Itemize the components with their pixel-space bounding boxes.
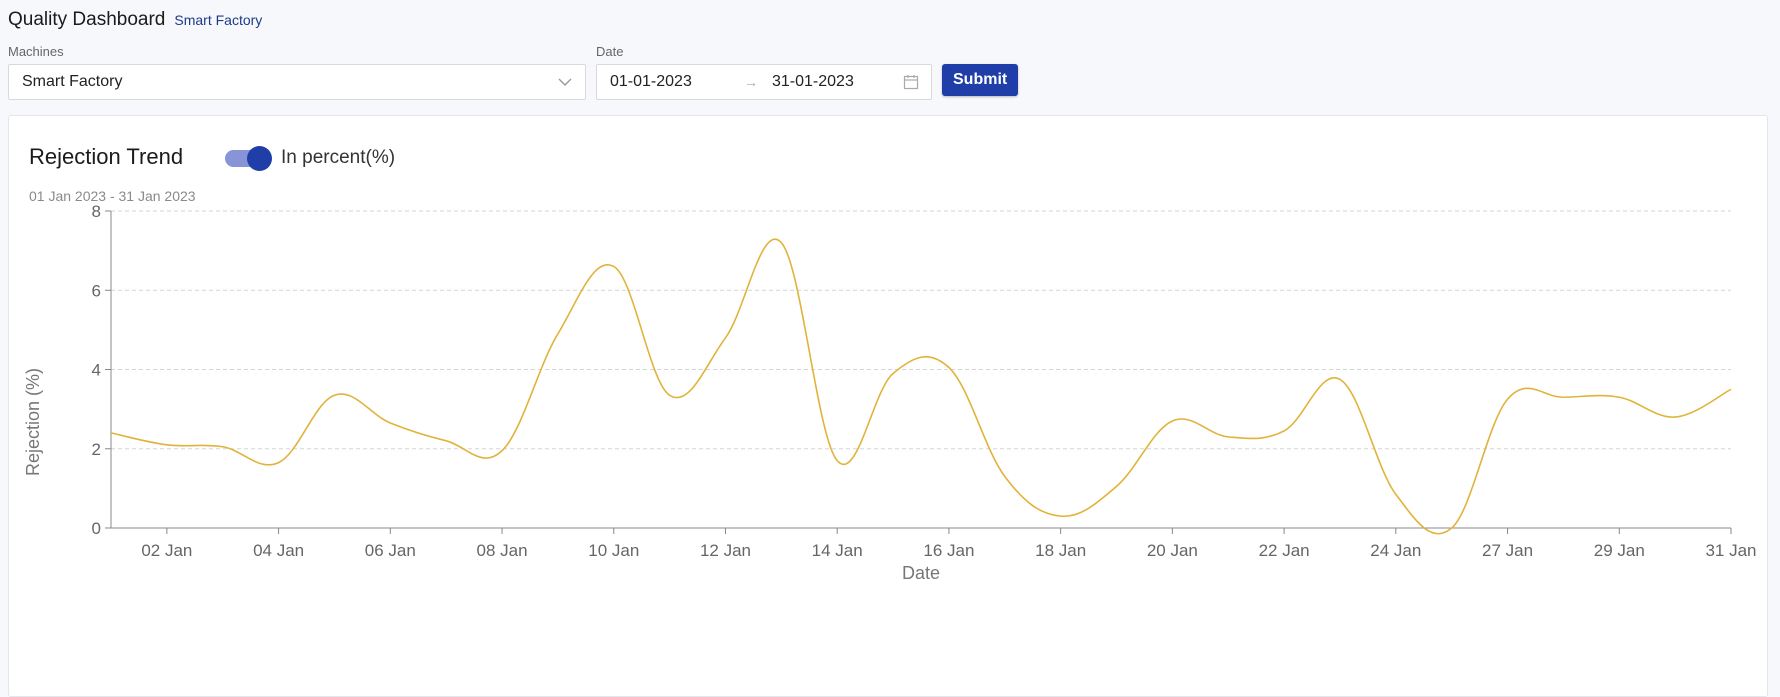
arrow-right-icon: →	[744, 74, 758, 90]
x-tick-label: 29 Jan	[1594, 541, 1645, 560]
toggle-label: In percent(%)	[281, 147, 396, 168]
y-tick-label: 8	[92, 202, 101, 221]
x-tick-label: 31 Jan	[1705, 541, 1756, 560]
date-group: Date 01-01-2023 → 31-01-2023	[596, 44, 932, 100]
x-tick-label: 18 Jan	[1035, 541, 1086, 560]
x-tick-label: 24 Jan	[1370, 541, 1421, 560]
chart-labels: 0 2 4 6 8 02 Jan 04 Jan 06 Jan 08 Jan 10 Jan 12 Ja…	[92, 202, 1757, 560]
y-tick-label: 4	[92, 361, 101, 380]
machines-select[interactable]: Smart Factory	[8, 64, 586, 100]
page-title: Quality Dashboard	[8, 9, 166, 30]
calendar-icon[interactable]	[903, 74, 919, 90]
rejection-series-line	[110, 238, 1732, 535]
y-tick-label: 6	[92, 281, 101, 300]
y-tick-label: 2	[92, 440, 101, 459]
date-range-picker[interactable]: 01-01-2023 → 31-01-2023	[596, 64, 932, 100]
date-end-input[interactable]: 31-01-2023	[772, 73, 854, 90]
x-tick-label: 22 Jan	[1259, 541, 1310, 560]
date-start-input[interactable]: 01-01-2023	[610, 73, 692, 90]
x-tick-label: 10 Jan	[588, 541, 639, 560]
percent-toggle[interactable]	[225, 146, 272, 171]
y-tick-label: 0	[92, 519, 101, 538]
x-tick-label: 14 Jan	[812, 541, 863, 560]
date-range-caption: 01 Jan 2023 - 31 Jan 2023	[29, 188, 196, 204]
chart-axes	[105, 210, 1732, 534]
filter-bar: Machines Smart Factory Date 01-01-2023 →…	[8, 44, 1019, 100]
y-axis-title: Rejection (%)	[23, 368, 43, 476]
x-tick-label: 06 Jan	[365, 541, 416, 560]
x-tick-label: 20 Jan	[1147, 541, 1198, 560]
date-label: Date	[596, 44, 624, 59]
machines-group: Machines Smart Factory	[8, 44, 586, 100]
page-subtitle: Smart Factory	[174, 12, 263, 28]
x-tick-label: 08 Jan	[477, 541, 528, 560]
submit-button[interactable]: Submit	[942, 64, 1019, 96]
x-tick-label: 16 Jan	[923, 541, 974, 560]
x-tick-label: 12 Jan	[700, 541, 751, 560]
chart-grid	[111, 210, 1731, 450]
chevron-down-icon	[558, 78, 572, 86]
x-tick-label: 27 Jan	[1482, 541, 1533, 560]
machines-label: Machines	[8, 44, 64, 59]
x-tick-label: 02 Jan	[141, 541, 192, 560]
x-axis-title: Date	[902, 563, 940, 583]
machines-select-value: Smart Factory	[22, 73, 123, 90]
x-tick-label: 04 Jan	[253, 541, 304, 560]
card-title: Rejection Trend	[29, 144, 184, 169]
rejection-trend-chart: 0 2 4 6 8 02 Jan 04 Jan 06 Jan 08 Jan 10 Jan 12 Ja…	[23, 202, 1757, 583]
rejection-trend-card: Rejection Trend In percent(%) 01 Jan 202…	[8, 115, 1768, 697]
page-header: Quality Dashboard Smart Factory	[8, 9, 262, 31]
toggle-knob	[247, 146, 272, 171]
